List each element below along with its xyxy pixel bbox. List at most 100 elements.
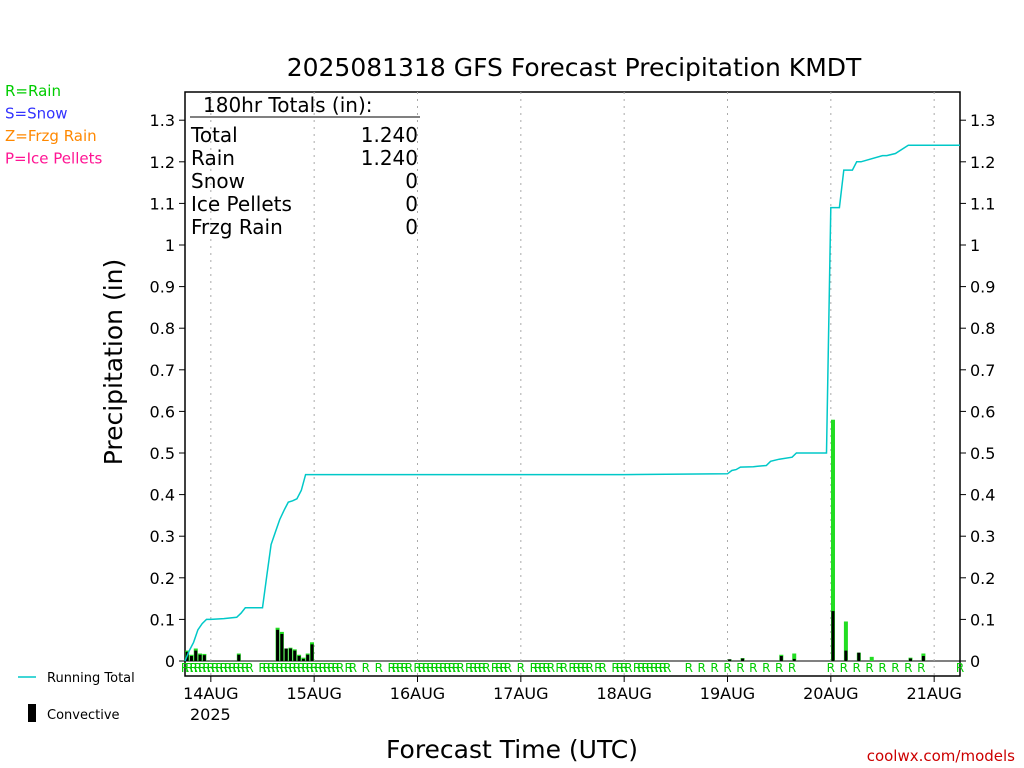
totals-row-label: Rain [191,146,235,170]
ptype-marker: R [263,661,271,675]
convective-bar [284,648,288,661]
totals-row-label: Frzg Rain [191,215,283,239]
ptype-marker: R [594,661,602,675]
ptype-marker: R [878,661,886,675]
ptype-marker: R [642,661,650,675]
y-tick-label-left: 1.1 [150,194,175,213]
x-axis-label: Forecast Time (UTC) [386,735,638,764]
ptype-marker: R [504,661,512,675]
totals-row-value: 1.240 [361,146,418,170]
ptype-marker: R [474,661,482,675]
ptype-marker: R [956,661,964,675]
ptype-marker: R [241,661,249,675]
y-tick-label-right: 1.3 [970,111,995,130]
precip-bar [830,419,835,661]
convective-bar [194,650,198,661]
ptype-marker: R [560,661,568,675]
ptype-marker: R [293,661,301,675]
ptype-marker: R [237,661,245,675]
ptype-marker: R [620,661,628,675]
ptype-marker: R [280,661,288,675]
convective-bar [189,656,193,661]
ptype-marker: R [189,661,197,675]
y-tick-label-left: 0.9 [150,278,175,297]
y-tick-label-right: 0.3 [970,527,995,546]
ptype-marker: R [456,661,464,675]
convective-bar [297,656,301,661]
y-tick-label-right: 0.4 [970,486,995,505]
ptype-marker: R [654,661,662,675]
precip-bars [185,419,926,661]
ptype-marker: R [573,661,581,675]
ptype-marker: R [443,661,451,675]
ptype-marker: R [762,661,770,675]
ptype-marker: R [207,661,215,675]
ptype-legend-item: R=Rain [5,82,61,100]
ptype-marker: R [258,661,266,675]
ptype-marker: R [659,661,667,675]
ptype-marker: R [568,661,576,675]
ptype-marker: R [840,661,848,675]
ptype-legend-item: P=Ice Pellets [5,150,102,168]
y-tick-label-right: 1.2 [970,153,995,172]
totals-row-value: 0 [405,192,418,216]
ptype-marker: R [517,661,525,675]
ptype-marker: R [598,661,606,675]
ptype-marker: R [469,661,477,675]
ptype-marker: R [215,661,223,675]
ptype-marker: R [306,661,314,675]
ptype-marker: R [697,661,705,675]
ptype-legend-item: Z=Frzg Rain [5,127,97,145]
ptype-marker: R [448,661,456,675]
y-tick-label-left: 0.2 [150,569,175,588]
ptype-marker: R [224,661,232,675]
x-tick-label: 14AUG [183,684,238,703]
ptype-marker: R [917,661,925,675]
y-tick-label-right: 0.2 [970,569,995,588]
running-total-layer [184,144,960,662]
ptype-marker: R [616,661,624,675]
y-tick-label-right: 0.7 [970,361,995,380]
ptype-marker: R [749,661,757,675]
x-tick-label: 20AUG [803,684,858,703]
convective-bar [857,652,861,661]
ptype-marker: R [323,661,331,675]
ptype-legend-item: S=Snow [5,105,68,123]
convective-bar [237,654,241,661]
y-tick-label-right: 0.1 [970,610,995,629]
ptype-marker: R [723,661,731,675]
convective-bar [276,629,280,661]
ptype-marker: R [392,661,400,675]
ptype-marker: R [710,661,718,675]
legend-running-total-label: Running Total [47,671,135,686]
ptype-marker: R [852,661,860,675]
running-total-line [184,144,960,662]
y-tick-label-right: 0.9 [970,278,995,297]
ptype-marker: R [555,661,563,675]
ptype-marker: R [362,661,370,675]
ptype-marker: R [495,661,503,675]
ptype-marker: R [646,661,654,675]
totals-row-label: Total [190,123,238,147]
ptype-marker: R [228,661,236,675]
totals-row-value: 1.240 [361,123,418,147]
legend-convective-swatch [28,704,36,722]
ptype-marker: R [624,661,632,675]
legend-convective-label: Convective [47,708,120,723]
ptype-marker: R [314,661,322,675]
x-tick-label: 18AUG [596,684,651,703]
ptype-marker: R [426,661,434,675]
y-tick-label-right: 1 [970,236,980,255]
convective-bar [306,654,310,661]
convective-bar [728,659,732,661]
y-tick-label-right: 0.5 [970,444,995,463]
ptype-marker: R [633,661,641,675]
y-tick-label-left: 0.6 [150,402,175,421]
ptype-marker: R [319,661,327,675]
convective-bar [310,644,314,661]
totals-box: 180hr Totals (in): Total 1.240 Rain 1.240 Sn… [190,93,420,239]
ptype-marker: R [400,661,408,675]
ptype-marker: R [405,661,413,675]
